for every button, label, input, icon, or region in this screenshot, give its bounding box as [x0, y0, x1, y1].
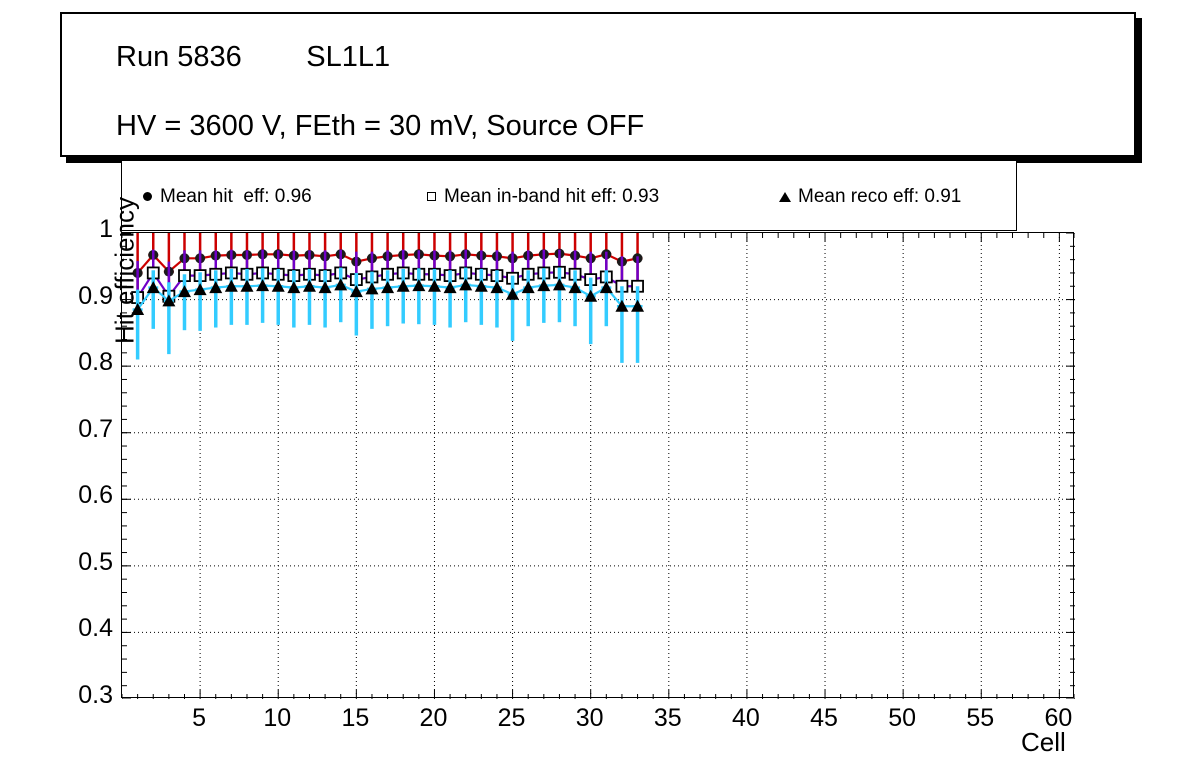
data-series-layer	[131, 233, 645, 363]
legend-entry-reco-eff: Mean reco eff: 0.91	[772, 161, 961, 232]
legend: Mean hit eff: 0.96 Mean in-band hit eff:…	[121, 160, 1017, 231]
filled-triangle-icon	[772, 191, 798, 202]
x-tick-label-5: 5	[192, 704, 207, 732]
x-tick-label-60: 60	[1044, 704, 1073, 732]
x-tick-label-35: 35	[653, 704, 682, 732]
x-tick-label-30: 30	[575, 704, 604, 732]
gridlines	[122, 233, 1075, 699]
y-tick-label-0.8: 0.8	[78, 348, 113, 377]
x-axis-title: Cell	[1021, 727, 1066, 757]
legend-entry-hit-eff: Mean hit eff: 0.96	[134, 161, 312, 232]
x-tick-label-25: 25	[497, 704, 526, 732]
x-tick-label-40: 40	[732, 704, 760, 732]
x-tick-label-20: 20	[419, 704, 448, 732]
y-tick-label-0.5: 0.5	[78, 547, 113, 576]
filled-circle-icon	[134, 192, 160, 201]
y-tick-label-0.3: 0.3	[78, 681, 113, 709]
title-line-settings: HV = 3600 V, FEth = 30 mV, Source OFF	[116, 110, 645, 142]
legend-entry-in-band-hit-eff: Mean in-band hit eff: 0.93	[418, 161, 659, 232]
y-tick-label-1: 1	[99, 215, 113, 243]
x-tick-label-15: 15	[341, 704, 370, 732]
x-tick-label-55: 55	[966, 704, 995, 732]
x-tick-label-50: 50	[888, 704, 917, 732]
legend-label-in-band-hit-eff: Mean in-band hit eff: 0.93	[444, 185, 660, 207]
title-line-run-superlayer: Run 5836 SL1L1	[116, 41, 391, 73]
legend-label-hit-eff: Mean hit eff: 0.96	[160, 185, 312, 207]
open-square-icon	[418, 192, 444, 201]
y-tick-label-0.6: 0.6	[78, 481, 113, 510]
y-tick-label-0.9: 0.9	[78, 281, 113, 310]
plot-frame	[121, 232, 1075, 699]
y-axis-tick-labels: 0.3 0.4 0.5 0.6 0.7 0.8 0.9 1	[0, 0, 113, 772]
chart-canvas	[122, 233, 1075, 699]
legend-label-reco-eff: Mean reco eff: 0.91	[798, 185, 962, 207]
x-tick-label-10: 10	[263, 704, 292, 732]
title-box: Run 5836 SL1L1 HV = 3600 V, FEth = 30 mV…	[60, 12, 1136, 157]
x-tick-label-45: 45	[810, 704, 838, 732]
y-axis-title: Hit efficiency	[109, 197, 140, 344]
series-2	[131, 267, 645, 363]
y-tick-label-0.4: 0.4	[78, 614, 113, 643]
y-tick-label-0.7: 0.7	[78, 414, 113, 443]
